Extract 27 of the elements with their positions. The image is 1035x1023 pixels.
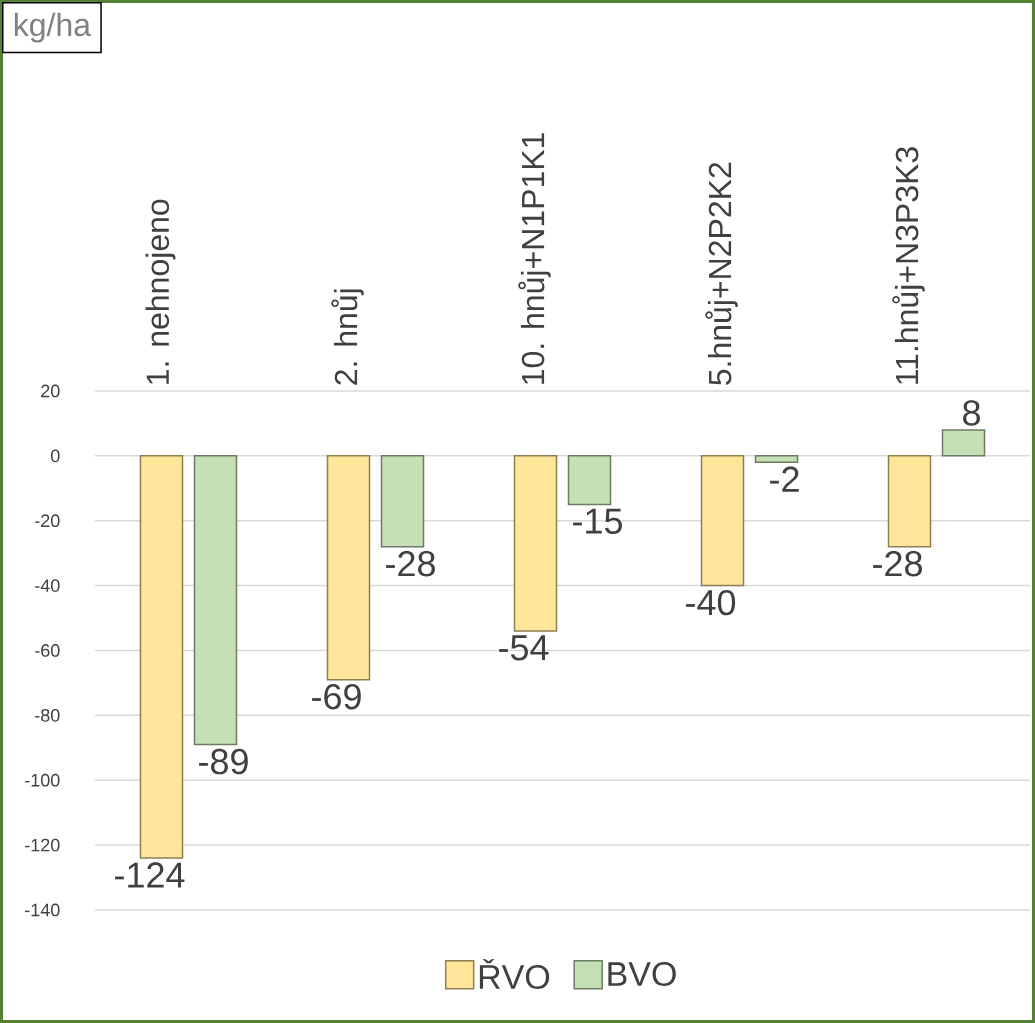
data-label: -89 (199, 748, 248, 775)
y-tick-label: -60 (35, 644, 60, 657)
x-tick-label: 5.hnůj+N2P2K2 (705, 162, 738, 385)
x-tick-label: 2. hnůj (331, 289, 364, 385)
data-label: -28 (873, 550, 922, 577)
y-tick-label: -40 (35, 579, 60, 592)
y-tick-label: 0 (50, 449, 60, 463)
data-label: -28 (386, 550, 435, 577)
data-label: -54 (499, 635, 549, 661)
y-axis-title: kg/ha (14, 12, 92, 43)
data-label: -69 (312, 683, 361, 710)
data-label: 8 (963, 400, 980, 426)
x-tick-label: 1. nehnojeno (145, 199, 176, 384)
data-label: -40 (686, 589, 736, 616)
y-tick-label: -100 (25, 773, 60, 787)
y-tick-label: -140 (25, 903, 60, 917)
legend-label: BVO (608, 962, 676, 987)
y-tick-label: -80 (35, 708, 60, 722)
x-tick-label: 10. hnůj+N1P1K1 (518, 133, 551, 384)
data-label: -15 (573, 508, 622, 534)
y-tick-label: -20 (35, 514, 60, 528)
legend-label: ŘVO (479, 959, 550, 990)
data-label: -2 (770, 466, 799, 492)
x-tick-label: 11.hnůj+N3P3K3 (892, 147, 925, 384)
y-tick-label: -120 (25, 838, 60, 852)
y-tick-label: 20 (41, 384, 60, 398)
data-label: -124 (115, 862, 185, 888)
